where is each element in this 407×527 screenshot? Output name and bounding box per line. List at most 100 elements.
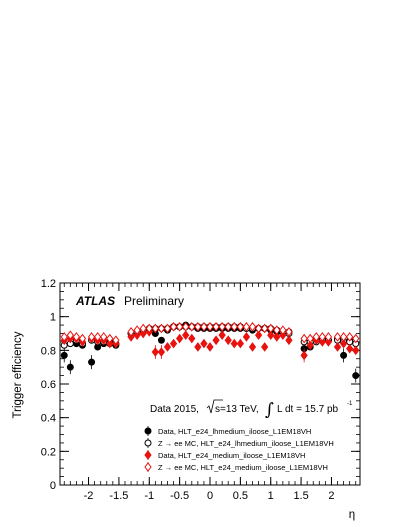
data-point	[261, 323, 269, 334]
data-point	[224, 335, 232, 346]
y-axis-label: Trigger efficiency	[12, 331, 24, 418]
data-point	[261, 342, 269, 352]
data-point	[94, 332, 102, 342]
data-point	[279, 325, 287, 335]
data-point	[352, 345, 360, 356]
data-point	[206, 342, 214, 352]
data-point	[230, 338, 238, 349]
series-4	[60, 321, 360, 346]
data-point	[324, 332, 333, 342]
data-point	[106, 333, 114, 344]
legend-item: Z → ee MC, HLT_e24_medium_iloose_L1EM18V…	[144, 462, 328, 472]
series-3	[60, 326, 360, 363]
data-point	[88, 358, 96, 366]
legend-marker	[144, 450, 152, 460]
dataset-label: Data 2015,	[150, 404, 199, 415]
data-point	[151, 323, 159, 334]
data-point	[133, 325, 141, 335]
legend-item: Data, HLT_e24_medium_iloose_L1EM18VH	[144, 450, 305, 460]
energy-label: s=13 TeV,	[215, 404, 259, 415]
x-tick-label: -0.5	[170, 490, 189, 502]
data-point	[346, 343, 354, 354]
data-point	[157, 323, 166, 334]
data-point	[127, 326, 135, 337]
data-point	[60, 351, 68, 359]
data-point	[206, 321, 214, 332]
data-point	[267, 330, 275, 341]
data-point	[273, 325, 281, 335]
data-point	[242, 332, 251, 342]
data-point	[352, 333, 360, 344]
data-point	[352, 372, 360, 380]
data-point	[139, 323, 147, 334]
data-point	[254, 330, 263, 341]
preliminary-label: Preliminary	[124, 294, 184, 308]
y-tick-label: 0.6	[41, 379, 56, 391]
data-point	[318, 337, 326, 347]
data-point	[157, 347, 166, 357]
y-tick-label: 0.4	[41, 413, 56, 425]
data-point	[236, 321, 244, 332]
data-point	[333, 342, 342, 352]
data-point	[279, 330, 287, 341]
data-point	[306, 333, 314, 344]
x-tick-label: 0	[207, 490, 213, 502]
data-point	[224, 321, 232, 332]
integral-symbol: ∫	[265, 400, 274, 420]
data-point	[312, 332, 320, 342]
data-point	[212, 335, 220, 346]
data-point	[194, 321, 202, 332]
x-tick-label: 1	[268, 490, 274, 502]
data-point	[100, 332, 108, 342]
lumi-exponent: -1	[347, 401, 353, 407]
data-point	[87, 332, 96, 342]
data-point	[188, 321, 196, 332]
data-point	[306, 340, 314, 351]
data-point	[346, 332, 354, 342]
data-point	[163, 323, 172, 334]
legend-label: Data, HLT_e24_lhmedium_iloose_L1EM18VH	[158, 427, 311, 436]
data-point	[66, 330, 74, 341]
y-tick-label: 1.2	[41, 278, 56, 290]
legend-marker	[144, 462, 152, 472]
x-tick-label: 2	[328, 490, 334, 502]
data-point	[300, 333, 308, 344]
legend-label: Data, HLT_e24_medium_iloose_L1EM18VH	[158, 451, 305, 460]
data-point	[169, 321, 178, 332]
y-tick-label: 0.2	[41, 446, 56, 458]
data-point	[248, 342, 257, 352]
data-point	[133, 330, 141, 341]
legend-label: Z → ee MC, HLT_e24_lhmedium_iloose_L1EM1…	[158, 439, 334, 448]
legend-item: Data, HLT_e24_lhmedium_iloose_L1EM18VH	[144, 426, 311, 436]
x-tick-label: -2	[84, 490, 94, 502]
data-point	[200, 338, 208, 349]
data-point	[254, 323, 263, 334]
data-point	[340, 351, 348, 359]
data-point	[248, 321, 257, 332]
data-point	[72, 332, 81, 342]
x-tick-label: 0.5	[233, 490, 248, 502]
data-point	[78, 333, 87, 344]
data-point	[236, 338, 244, 349]
x-tick-label: -1	[144, 490, 154, 502]
data-point	[200, 321, 208, 332]
y-tick-label: 0	[50, 480, 56, 492]
data-point	[267, 323, 275, 334]
data-point	[285, 326, 293, 337]
data-point	[218, 321, 226, 332]
data-point	[66, 363, 74, 371]
data-point	[182, 321, 190, 332]
data-point	[273, 332, 281, 342]
data-point	[127, 332, 135, 342]
data-point	[163, 342, 172, 352]
data-point	[218, 330, 226, 341]
data-point	[339, 332, 348, 342]
legend-marker	[144, 439, 152, 447]
data-point	[188, 333, 196, 344]
data-point	[230, 321, 238, 332]
data-point	[145, 323, 153, 334]
legend-label: Z → ee MC, HLT_e24_medium_iloose_L1EM18V…	[158, 463, 328, 472]
lumi-label: L dt = 15.7 pb	[277, 404, 339, 415]
data-point	[318, 332, 326, 342]
